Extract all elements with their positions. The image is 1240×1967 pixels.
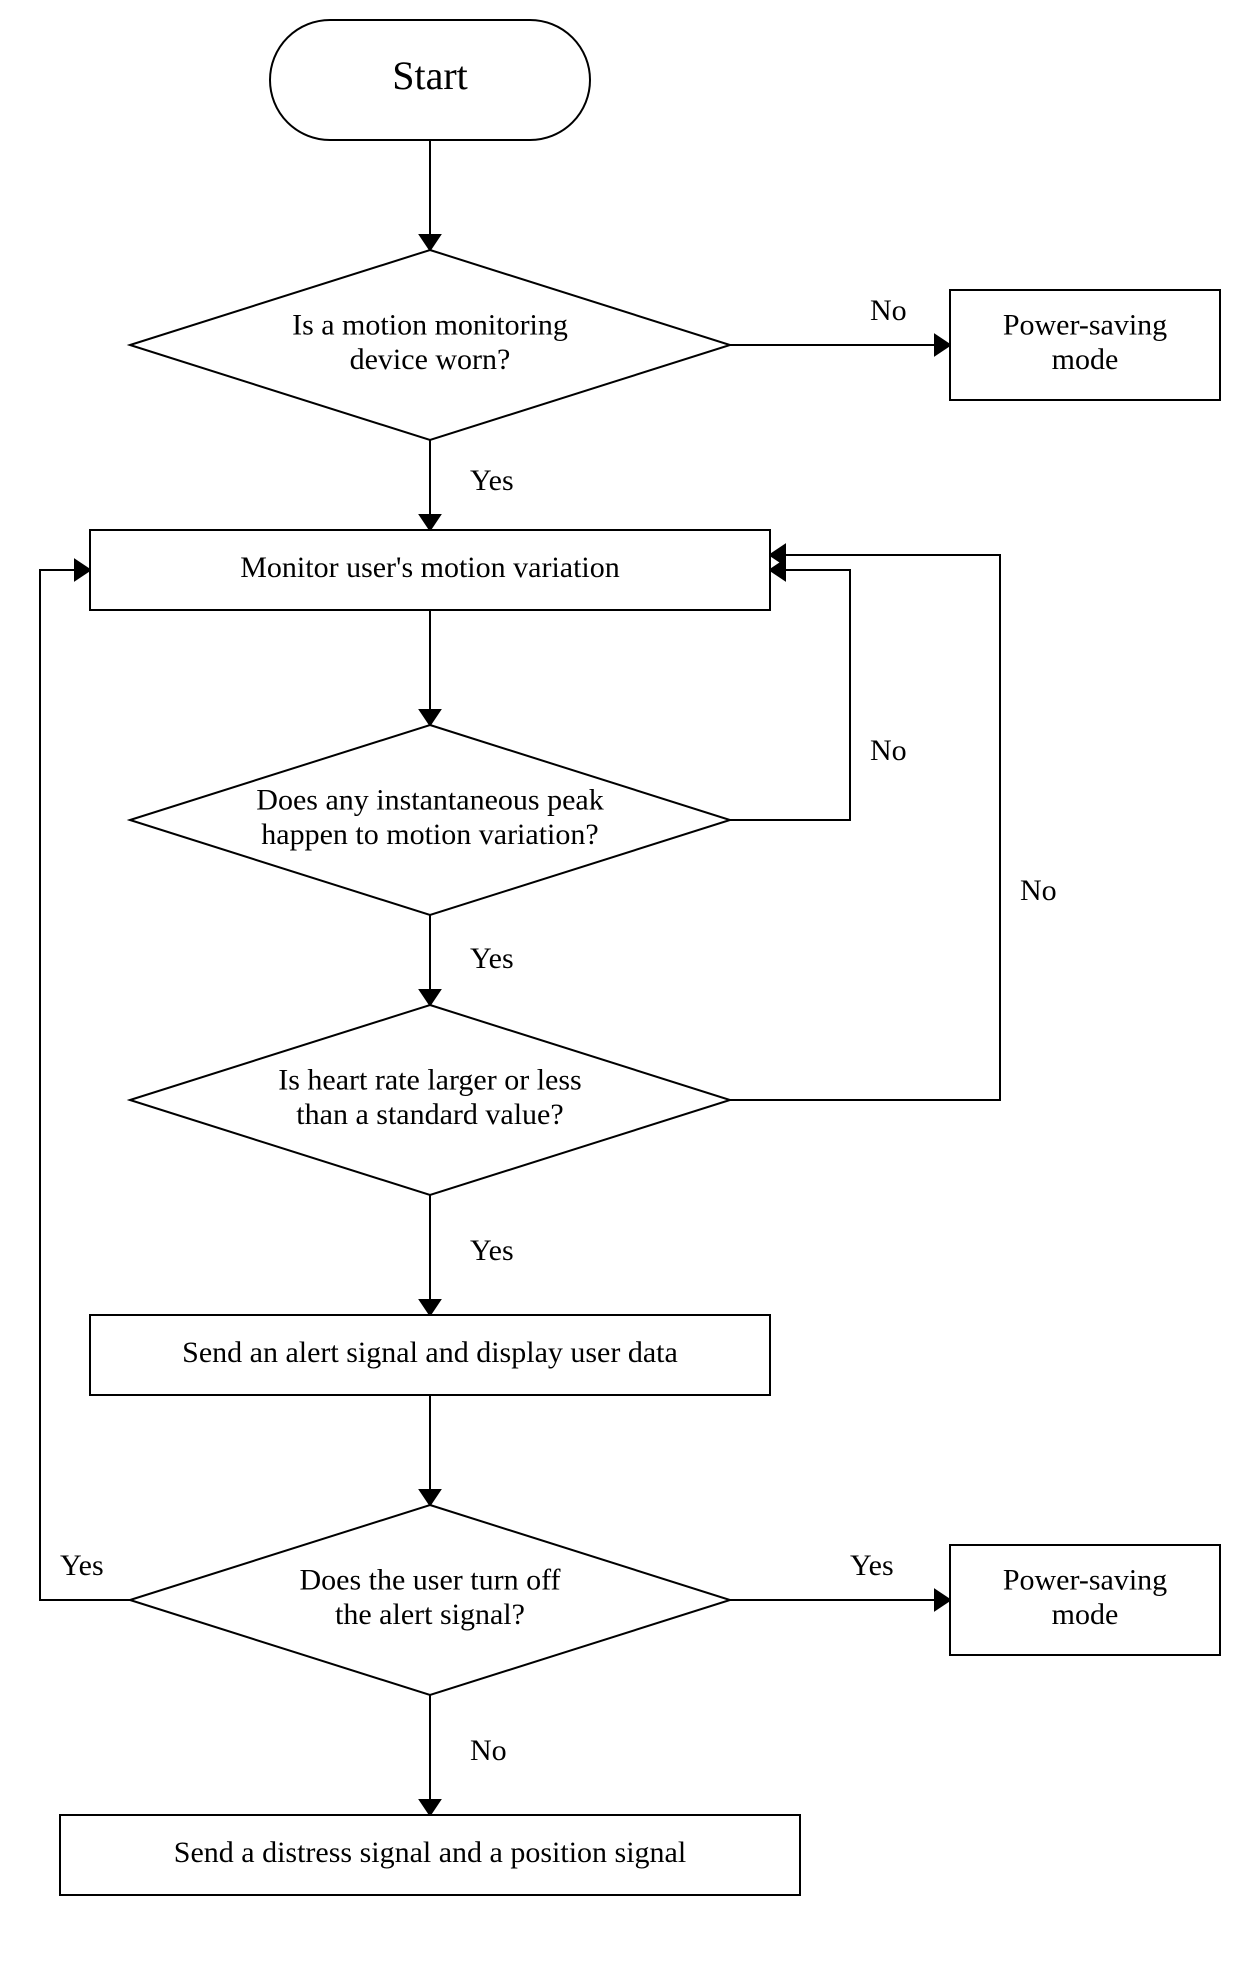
- node-d_off: Does the user turn offthe alert signal?: [130, 1505, 730, 1695]
- flowchart-svg: Yes No Yes No Yes No No Yes Yes Start Is a motion …: [0, 0, 1240, 1967]
- node-ps2: Power-savingmode: [950, 1545, 1220, 1655]
- edge-label-e12: Yes: [60, 1549, 104, 1582]
- node-text-ps1-0: Power-saving: [1003, 309, 1167, 342]
- node-start: Start: [270, 20, 590, 140]
- edge-e8: [730, 555, 1000, 1100]
- node-text-p_distress-0: Send a distress signal and a position si…: [174, 1836, 686, 1869]
- node-text-ps2-0: Power-saving: [1003, 1564, 1167, 1597]
- node-text-p_alert-0: Send an alert signal and display user da…: [182, 1336, 678, 1369]
- edge-label-e6: No: [870, 734, 907, 767]
- node-text-d_off-1: the alert signal?: [335, 1598, 525, 1631]
- node-p_distress: Send a distress signal and a position si…: [60, 1815, 800, 1895]
- node-text-d_hr-1: than a standard value?: [296, 1098, 563, 1131]
- node-text-d_off-0: Does the user turn off: [299, 1564, 560, 1597]
- edge-label-e7: Yes: [470, 1234, 514, 1267]
- edge-label-e8: No: [1020, 874, 1057, 907]
- edge-label-e2: Yes: [470, 464, 514, 497]
- node-d_peak: Does any instantaneous peakhappen to mot…: [130, 725, 730, 915]
- node-ps1: Power-savingmode: [950, 290, 1220, 400]
- node-text-d_hr-0: Is heart rate larger or less: [278, 1064, 581, 1097]
- node-text-ps1-1: mode: [1052, 343, 1119, 376]
- node-text-start-0: Start: [392, 53, 468, 98]
- edge-label-e5: Yes: [470, 942, 514, 975]
- edge-label-e10: No: [470, 1734, 507, 1767]
- node-text-d_peak-1: happen to motion variation?: [261, 818, 598, 851]
- edge-label-e11: Yes: [850, 1549, 894, 1582]
- node-p_alert: Send an alert signal and display user da…: [90, 1315, 770, 1395]
- edge-label-e3: No: [870, 294, 907, 327]
- nodes-layer: Start Is a motion monitoringdevice worn? P…: [60, 20, 1220, 1895]
- node-d_worn: Is a motion monitoringdevice worn?: [130, 250, 730, 440]
- edge-e12: [40, 570, 130, 1600]
- node-text-d_worn-1: device worn?: [350, 343, 511, 376]
- node-text-d_worn-0: Is a motion monitoring: [292, 309, 568, 342]
- node-d_hr: Is heart rate larger or lessthan a stand…: [130, 1005, 730, 1195]
- node-text-p_monitor-0: Monitor user's motion variation: [240, 551, 620, 584]
- node-text-d_peak-0: Does any instantaneous peak: [256, 784, 603, 817]
- node-text-ps2-1: mode: [1052, 1598, 1119, 1631]
- node-p_monitor: Monitor user's motion variation: [90, 530, 770, 610]
